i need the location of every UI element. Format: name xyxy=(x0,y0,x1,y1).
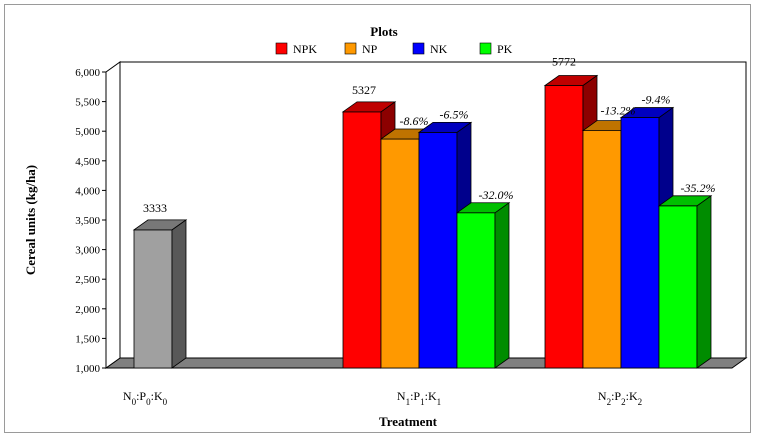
bar-nk-top xyxy=(417,121,473,133)
legend-label-np: NP xyxy=(362,42,378,56)
percent-change-label: -6.5% xyxy=(440,107,469,121)
bar-pk-front xyxy=(456,212,496,369)
y-tick-label: 1,500 xyxy=(75,333,100,345)
bar-pk-front xyxy=(658,205,698,369)
y-tick-label: 3,500 xyxy=(75,215,100,227)
bar-npk-front xyxy=(342,111,382,369)
bar-pk-top xyxy=(455,202,511,214)
legend-swatch-npk xyxy=(275,42,288,55)
bar-npk-front xyxy=(544,85,584,369)
category-label: N2:P2:K2 xyxy=(598,389,642,407)
data-labels: 3333 5327 -8.6% -6.5% -32.0% 5772 -13.2% -9.4% -… xyxy=(143,54,716,214)
y-tick-label: 1,000 xyxy=(75,363,100,375)
value-label: 5772 xyxy=(552,54,576,68)
y-axis: 1,000 1,500 2,000 2,500 3,000 3,500 4,000 4,500… xyxy=(75,67,107,375)
x-axis-title: Treatment xyxy=(379,414,438,429)
legend-swatch-pk xyxy=(479,42,492,55)
legend-label-nk: NK xyxy=(430,42,448,56)
category-label: N0:P0:K0 xyxy=(123,389,168,407)
bar-np-front xyxy=(582,130,622,369)
bar-control-front xyxy=(133,229,173,369)
y-tick-label: 4,000 xyxy=(75,185,100,197)
x-axis-categories: N0:P0:K0 N1:P1:K1 N2:P2:K2 xyxy=(123,389,642,407)
bar-control-top xyxy=(132,219,188,231)
legend-title: Plots xyxy=(370,24,397,39)
chart-frame xyxy=(4,4,751,433)
y-tick-label: 2,500 xyxy=(75,274,100,286)
legend: Plots NPK NP NK PK xyxy=(275,24,513,56)
legend-swatch-np xyxy=(344,42,357,55)
percent-change-label: -8.6% xyxy=(400,114,429,128)
legend-label-pk: PK xyxy=(497,42,513,56)
category-label: N1:P1:K1 xyxy=(397,389,441,407)
value-label: 5327 xyxy=(352,83,376,97)
percent-change-label: -32.0% xyxy=(479,188,514,202)
y-tick-label: 3,000 xyxy=(75,245,100,257)
bar-npk-top xyxy=(341,101,397,113)
bar-npk-top xyxy=(543,75,599,86)
percent-change-label: -35.2% xyxy=(681,181,716,195)
bar-nk-front xyxy=(418,131,458,369)
bar-np-front xyxy=(380,138,420,369)
y-tick-label: 6,000 xyxy=(75,67,100,79)
bars xyxy=(132,74,713,369)
value-label: 3333 xyxy=(143,201,167,215)
y-tick-label: 2,000 xyxy=(75,304,100,316)
y-tick-label: 5,500 xyxy=(75,97,100,109)
side-wall xyxy=(105,61,121,369)
bar-pk-side xyxy=(494,202,510,369)
y-axis-title: Cereal units (kg/ha) xyxy=(23,165,38,275)
percent-change-label: -9.4% xyxy=(642,93,671,107)
bar-pk-side xyxy=(696,195,712,369)
bar-nk-front xyxy=(620,117,660,369)
bar-pk-top xyxy=(657,195,713,207)
legend-swatch-nk xyxy=(412,42,425,55)
percent-change-label: -13.2% xyxy=(601,104,636,118)
bar-nk-top xyxy=(619,107,675,118)
y-tick-label: 5,000 xyxy=(75,126,100,138)
bar-control-side xyxy=(171,219,187,369)
legend-label-npk: NPK xyxy=(293,42,317,56)
y-tick-label: 4,500 xyxy=(75,156,100,168)
